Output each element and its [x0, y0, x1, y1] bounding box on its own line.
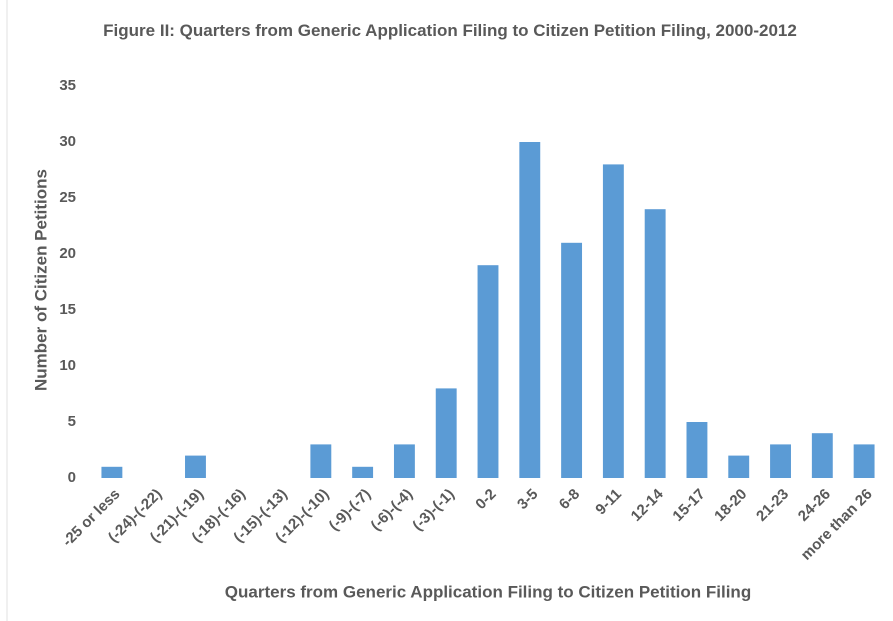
x-tick-label: 9-11: [592, 486, 625, 519]
x-tick-label: 18-20: [711, 486, 750, 525]
y-tick-label: 0: [68, 469, 76, 486]
bar: [435, 388, 457, 478]
x-tick-label: 12-14: [628, 485, 668, 525]
x-tick-label: 15-17: [669, 486, 708, 525]
bar: [602, 164, 624, 478]
bar: [393, 444, 415, 478]
x-axis-label: Quarters from Generic Application Filing…: [225, 582, 751, 601]
x-tick-label: 24-26: [795, 486, 834, 525]
x-tick-label: (-9)-(-7): [326, 486, 375, 535]
bar: [853, 444, 875, 478]
bar: [185, 455, 206, 478]
y-axis-label: Number of Citizen Petitions: [31, 169, 50, 391]
bar: [728, 455, 750, 478]
y-tick-label: 25: [59, 189, 76, 206]
y-tick-label: 10: [59, 357, 76, 374]
bar: [770, 444, 791, 478]
y-tick-label: 15: [59, 301, 76, 318]
bar: [310, 444, 332, 478]
bar: [561, 242, 583, 478]
y-tick-label: 35: [59, 77, 76, 94]
x-tick-label: 0-2: [472, 486, 499, 513]
bar: [101, 466, 123, 478]
x-tick-label: (-3)-(-1): [409, 486, 458, 535]
chart-title: Figure II: Quarters from Generic Applica…: [103, 21, 797, 40]
bar: [477, 265, 499, 478]
bar: [686, 422, 708, 478]
bar: [811, 433, 833, 478]
bar: [644, 209, 666, 478]
x-tick-label: (-6)-(-4): [368, 486, 417, 535]
x-tick-label: 3-5: [514, 486, 541, 513]
bar: [352, 466, 374, 478]
y-tick-label: 5: [68, 413, 76, 430]
x-tick-label: 21-23: [753, 486, 792, 525]
y-tick-label: 20: [59, 245, 76, 262]
y-tick-label: 30: [59, 133, 76, 150]
bar: [519, 142, 541, 478]
x-tick-label: 6-8: [556, 486, 583, 513]
